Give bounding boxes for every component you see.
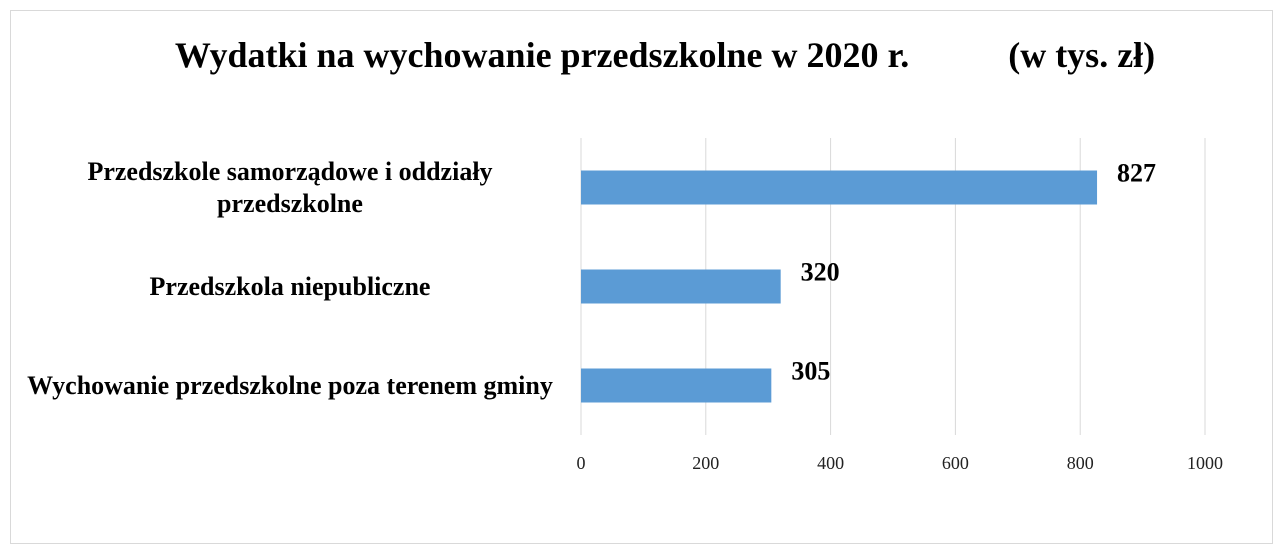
bar — [581, 170, 1098, 205]
x-tick-label: 400 — [817, 453, 844, 473]
data-label: 305 — [791, 357, 830, 386]
bar — [581, 269, 781, 304]
x-tick-label: 0 — [577, 453, 586, 473]
chart-frame — [10, 10, 1273, 544]
y-tick-label: Przedszkole samorządowe i oddziały przed… — [87, 156, 493, 218]
bar — [581, 368, 772, 403]
x-tick-label: 600 — [942, 453, 969, 473]
data-label: 827 — [1117, 159, 1156, 188]
chart-title: Wydatki na wychowanie przedszkolne w 202… — [174, 35, 1156, 75]
y-tick-label: Wychowanie przedszkolne poza terenem gmi… — [27, 370, 553, 400]
x-tick-label: 200 — [692, 453, 719, 473]
y-tick-label: Przedszkola niepubliczne — [149, 271, 431, 301]
data-label: 320 — [801, 258, 840, 287]
x-tick-label: 1000 — [1187, 453, 1223, 473]
x-tick-label: 800 — [1067, 453, 1094, 473]
